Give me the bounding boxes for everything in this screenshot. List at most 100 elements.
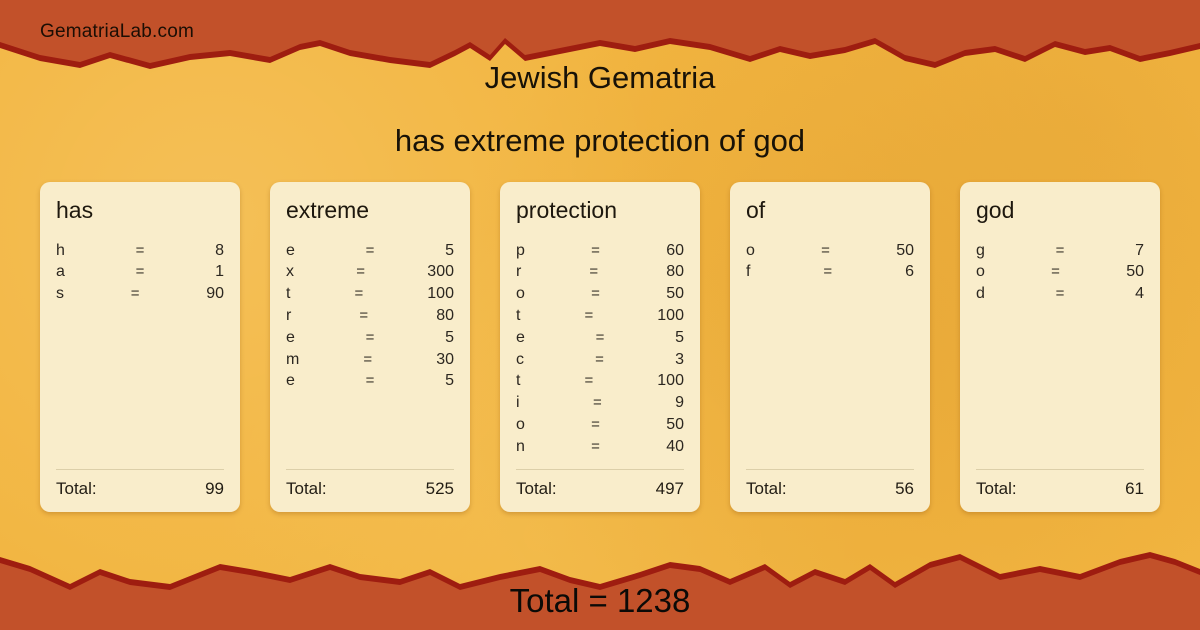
letter-value-row: f = 6: [746, 261, 914, 283]
equals-sign: =: [1055, 285, 1065, 303]
letter-value-row: r = 80: [516, 261, 684, 283]
letter-cell: s: [56, 285, 64, 303]
card-total-row: Total: 99: [56, 479, 224, 499]
letter-rows: o = 50 f = 6: [746, 240, 914, 469]
word-card: extreme e = 5 x = 300 t = 100 r = 80 e = 5 m = 30 e = 5 Tota…: [270, 182, 470, 512]
word-card: god g = 7 o = 50 d = 4 Total: 61: [960, 182, 1160, 512]
card-total-label: Total:: [56, 479, 97, 498]
card-word-title: has: [56, 197, 94, 223]
card-total-value: 99: [205, 479, 224, 498]
cards-grid: has h = 8 a = 1 s = 90 Total: 99 extreme e = 5 x = 30…: [40, 182, 1160, 512]
top-torn-paper: [0, 0, 1200, 63]
letter-cell: r: [286, 306, 292, 324]
letter-cell: o: [976, 263, 985, 281]
card-total-row: Total: 497: [516, 479, 684, 499]
letter-cell: t: [286, 285, 291, 303]
letter-value-row: r = 80: [286, 305, 454, 327]
equals-sign: =: [591, 437, 600, 455]
equals-sign: =: [823, 263, 833, 281]
letter-value-row: i = 9: [516, 392, 684, 414]
value-cell: 100: [427, 285, 454, 303]
letter-value-row: x = 300: [286, 261, 454, 283]
value-cell: 6: [905, 263, 914, 281]
value-cell: 40: [666, 437, 684, 455]
equals-sign: =: [591, 285, 600, 303]
letter-value-row: s = 90: [56, 283, 224, 305]
value-cell: 30: [436, 350, 454, 368]
equals-sign: =: [354, 285, 364, 303]
card-word-title: god: [976, 197, 1015, 223]
letter-value-row: o = 50: [516, 414, 684, 436]
value-cell: 1: [215, 263, 224, 281]
letter-cell: i: [516, 394, 520, 412]
equals-sign: =: [592, 394, 602, 412]
value-cell: 5: [445, 372, 454, 390]
card-total-label: Total:: [746, 479, 787, 498]
letter-value-row: t = 100: [286, 283, 454, 305]
equals-sign: =: [595, 328, 605, 346]
letter-cell: f: [746, 263, 751, 281]
gematria-system-title: Jewish Gematria: [484, 60, 716, 95]
value-cell: 5: [445, 328, 454, 346]
equals-sign: =: [130, 285, 140, 303]
equals-sign: =: [363, 350, 373, 368]
value-cell: 80: [436, 306, 454, 324]
letter-value-row: h = 8: [56, 240, 224, 262]
equals-sign: =: [584, 372, 594, 390]
top-torn-band: [0, 0, 1200, 69]
letter-rows: e = 5 x = 300 t = 100 r = 80 e = 5 m = 30 e = 5: [286, 240, 454, 469]
equals-sign: =: [595, 350, 604, 368]
equals-sign: =: [356, 263, 366, 281]
letter-value-row: e = 5: [286, 370, 454, 392]
letter-cell: e: [286, 328, 295, 346]
value-cell: 7: [1135, 241, 1144, 259]
card-total-row: Total: 525: [286, 479, 454, 499]
card-total-value: 56: [895, 479, 914, 498]
card-total-value: 525: [425, 479, 454, 498]
letter-cell: g: [976, 241, 985, 259]
equals-sign: =: [359, 306, 369, 324]
card-total-label: Total:: [286, 479, 327, 498]
letter-rows: p = 60 r = 80 o = 50 t = 100 e = 5 c = 3 t = 100 i = 9 o = 50 n = 40: [516, 240, 684, 469]
letter-cell: e: [286, 372, 295, 390]
card-word-title: protection: [516, 197, 618, 223]
letter-value-row: t = 100: [516, 370, 684, 392]
letter-cell: t: [516, 306, 521, 324]
word-card: of o = 50 f = 6 Total: 56: [730, 182, 930, 512]
letter-cell: m: [286, 350, 300, 368]
letter-cell: p: [516, 241, 525, 259]
equals-sign: =: [591, 241, 600, 259]
card-total-row: Total: 61: [976, 479, 1144, 499]
letter-cell: o: [516, 285, 525, 303]
value-cell: 8: [215, 241, 224, 259]
letter-value-row: p = 60: [516, 240, 684, 262]
card-total-label: Total:: [976, 479, 1017, 498]
letter-value-row: m = 30: [286, 349, 454, 371]
phrase-title: has extreme protection of god: [394, 123, 806, 158]
value-cell: 50: [666, 415, 684, 433]
equals-sign: =: [1055, 241, 1065, 259]
equals-sign: =: [135, 263, 145, 281]
value-cell: 60: [666, 241, 684, 259]
total-divider: [746, 469, 914, 470]
letter-rows: h = 8 a = 1 s = 90: [56, 240, 224, 469]
value-cell: 5: [445, 241, 454, 259]
value-cell: 50: [1126, 263, 1144, 281]
letter-value-row: e = 5: [286, 327, 454, 349]
card-total-value: 61: [1125, 479, 1144, 498]
letter-cell: x: [286, 263, 294, 281]
card-word-title: of: [746, 197, 766, 223]
value-cell: 80: [666, 263, 684, 281]
letter-value-row: c = 3: [516, 349, 684, 371]
grand-total: Total = 1238: [509, 582, 691, 619]
total-divider: [56, 469, 224, 470]
total-divider: [976, 469, 1144, 470]
letter-cell: n: [516, 437, 525, 455]
value-cell: 4: [1135, 285, 1144, 303]
letter-cell: h: [56, 241, 65, 259]
word-card: protection p = 60 r = 80 o = 50 t = 100 e = 5 c = 3 t = 100 i…: [500, 182, 700, 512]
card-total-row: Total: 56: [746, 479, 914, 499]
letter-cell: o: [516, 415, 525, 433]
letter-cell: r: [516, 263, 522, 281]
letter-value-row: o = 50: [746, 240, 914, 262]
